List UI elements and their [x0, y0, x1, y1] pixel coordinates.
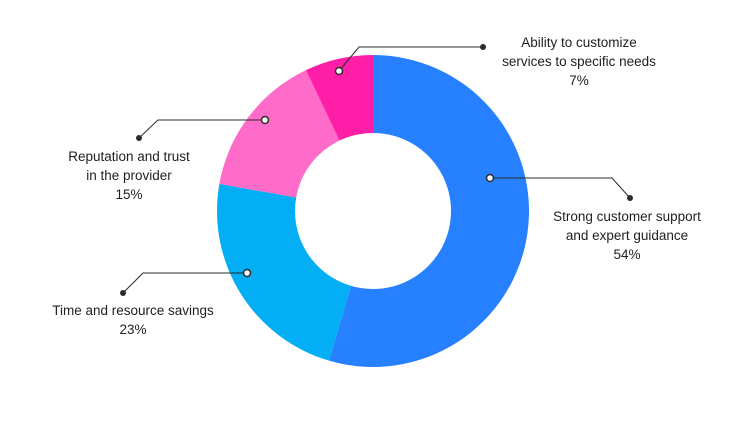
donut-slices [217, 55, 529, 367]
leader-line-ability-to-customize-services-to-specific-needs [338, 46, 483, 72]
leader-end-dot-ability-to-customize-services-to-specific-needs [480, 44, 486, 50]
value-label-time-and-resource-savings: 23% [119, 322, 146, 337]
slice-reputation-and-trust-in-the-provider [219, 70, 340, 198]
category-label-ability-to-customize-services-to-specific-needs: Ability to customize [521, 35, 637, 50]
category-label-strong-customer-support-and-expert-guidance: Strong customer support [553, 209, 701, 224]
leader-end-dot-reputation-and-trust-in-the-provider [136, 135, 142, 141]
slice-ability-to-customize-services-to-specific-needs [305, 55, 373, 141]
category-label-reputation-and-trust-in-the-provider: Reputation and trust [68, 149, 190, 164]
leader-line-strong-customer-support-and-expert-guidance [490, 177, 631, 199]
value-label-reputation-and-trust-in-the-provider: 15% [115, 187, 142, 202]
leader-line-time-and-resource-savings [122, 272, 247, 294]
leader-dot-ability-to-customize-services-to-specific-needs [334, 66, 344, 76]
category-label-ability-to-customize-services-to-specific-needs: services to specific needs [502, 54, 656, 69]
category-label-time-and-resource-savings: Time and resource savings [52, 303, 214, 318]
category-label-reputation-and-trust-in-the-provider: in the provider [86, 168, 172, 183]
slice-labels: Strong customer support and expert guidan… [52, 35, 701, 337]
leader-end-dot-strong-customer-support-and-expert-guidance [627, 195, 633, 201]
leader-line-reputation-and-trust-in-the-provider [138, 119, 265, 139]
value-label-ability-to-customize-services-to-specific-needs: 7% [569, 73, 589, 88]
value-label-strong-customer-support-and-expert-guidance: 54% [613, 247, 640, 262]
leader-dot-time-and-resource-savings [242, 268, 252, 278]
slice-time-and-resource-savings [217, 183, 352, 361]
leader-dot-strong-customer-support-and-expert-guidance [485, 173, 495, 183]
slice-strong-customer-support-and-expert-guidance [329, 55, 529, 367]
leader-end-dot-time-and-resource-savings [120, 290, 126, 296]
leader-lines [120, 44, 633, 296]
leader-dot-reputation-and-trust-in-the-provider [260, 115, 270, 125]
category-label-strong-customer-support-and-expert-guidance: and expert guidance [566, 228, 688, 243]
